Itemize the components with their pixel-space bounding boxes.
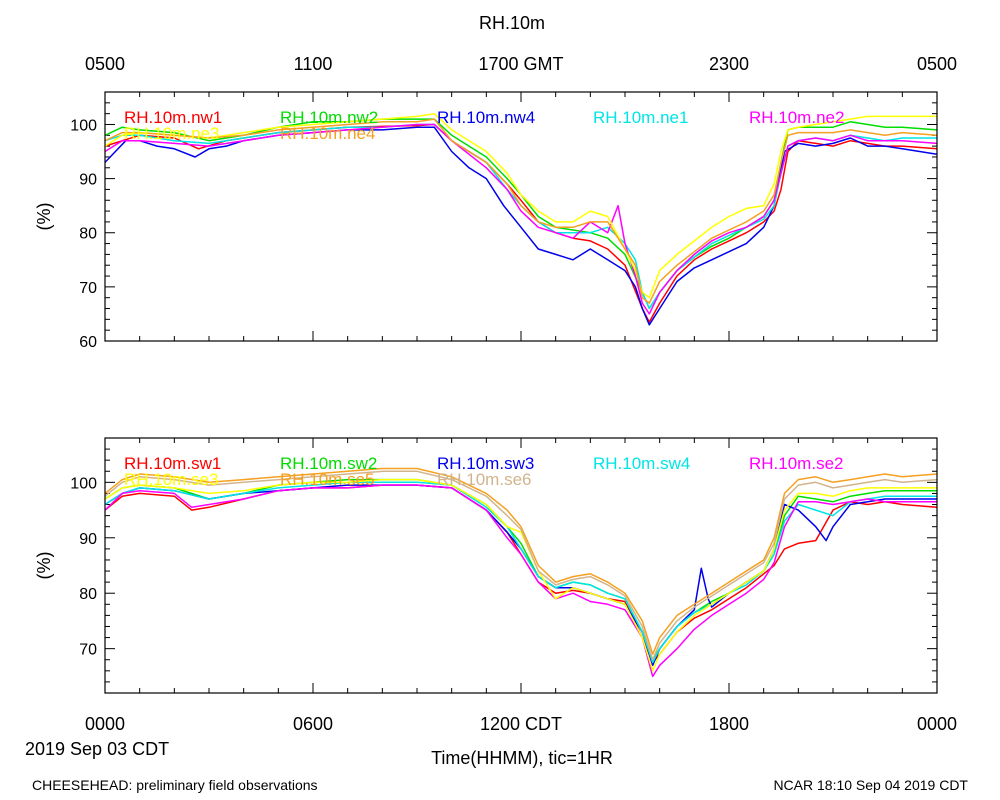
bottom-tick-label: 0000 (917, 714, 957, 734)
y-tick-label: 80 (79, 226, 97, 243)
series-line (105, 470, 937, 661)
legend-entry: RH.10m.se5 (280, 470, 374, 489)
legend-entry: RH.10m.sw1 (124, 454, 221, 473)
legend-entry: RH.10m.nw4 (437, 108, 535, 127)
bottom-tick-label: 0000 (85, 714, 125, 734)
bottom-tick-label: 1200 CDT (480, 714, 562, 734)
legend-entry: RH.10m.sw2 (280, 454, 377, 473)
y-axis-label: (%) (34, 203, 54, 231)
plot-frame (104, 437, 938, 694)
y-tick-label: 90 (79, 531, 97, 548)
series-line (105, 118, 937, 304)
legend-entry: RH.10m.nw2 (280, 108, 378, 127)
legend-entry: RH.10m.ne2 (749, 108, 844, 127)
y-tick-label: 100 (70, 475, 97, 492)
x-axis-label: Time(HHMM), tic=1HR (431, 748, 613, 768)
bottom-panel: 70 80 90 100 (%) 0000 0600 1200 CDT 1800 0000 RH.1… (34, 437, 957, 734)
series-line (105, 478, 937, 661)
series-line (105, 123, 937, 310)
legend-entry: RH.10m.ne1 (593, 108, 688, 127)
series-line (105, 484, 937, 667)
series-line (105, 478, 937, 672)
legend-entry: RH.10m.sw3 (437, 454, 534, 473)
y-tick-label: 70 (79, 642, 97, 659)
series-group (105, 467, 937, 678)
plot-frame (104, 91, 938, 342)
y-tick-label: 80 (79, 586, 97, 603)
top-panel: 60 70 80 90 100 (%) 0500 1100 1700 GMT 2300 0500 RH… (34, 54, 957, 351)
top-tick-label: 1700 GMT (478, 54, 563, 74)
top-tick-label: 0500 (917, 54, 957, 74)
y-tick-label: 60 (79, 334, 97, 351)
series-group (105, 112, 937, 326)
series-line (105, 126, 937, 326)
legend-entry: RH.10m.sw4 (593, 454, 690, 473)
top-tick-label: 1100 (294, 54, 333, 74)
date-label: 2019 Sep 03 CDT (25, 739, 169, 759)
footer-right: NCAR 18:10 Sep 04 2019 CDT (773, 777, 968, 793)
series-line (105, 123, 937, 323)
series-line (105, 467, 937, 655)
footer-left: CHEESEHEAD: preliminary field observatio… (32, 777, 318, 793)
legend-entry: RH.10m.ne4 (280, 124, 375, 143)
bottom-tick-label: 0600 (293, 714, 333, 734)
legend-entry: RH.10m.se2 (749, 454, 843, 473)
legend-entry: RH.10m.se6 (437, 470, 531, 489)
bottom-tick-label: 1800 (709, 714, 749, 734)
top-tick-label: 0500 (85, 54, 125, 74)
top-tick-label: 2300 (709, 54, 749, 74)
legend-entry: RH.10m.ne3 (124, 124, 219, 143)
series-line (105, 118, 937, 310)
y-tick-label: 70 (79, 280, 97, 297)
legend-entry: RH.10m.nw1 (124, 108, 222, 127)
series-line (105, 484, 937, 664)
series-line (105, 123, 937, 315)
y-axis-label: (%) (34, 552, 54, 580)
figure-title: RH.10m (479, 13, 545, 33)
series-line (105, 481, 937, 664)
y-tick-label: 100 (70, 117, 97, 134)
series-line (105, 484, 937, 678)
legend-entry: RH.10m.se3 (124, 470, 218, 489)
y-tick-label: 90 (79, 172, 97, 189)
